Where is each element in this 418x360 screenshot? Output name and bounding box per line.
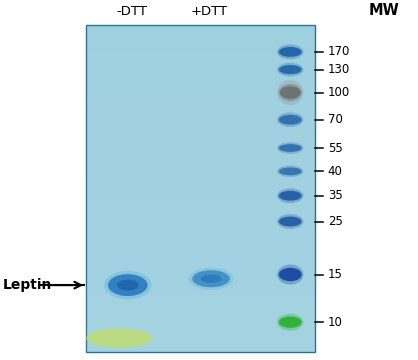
Bar: [86, 328, 315, 336]
Bar: [86, 213, 315, 221]
Bar: [86, 336, 315, 344]
Ellipse shape: [277, 265, 303, 284]
Bar: [86, 164, 315, 172]
Bar: [86, 197, 315, 205]
Bar: [86, 279, 315, 287]
Ellipse shape: [201, 275, 222, 283]
Text: 70: 70: [328, 113, 343, 126]
Ellipse shape: [279, 84, 302, 101]
Bar: [86, 287, 315, 295]
Ellipse shape: [277, 45, 303, 59]
Bar: [86, 156, 315, 164]
Text: 55: 55: [328, 141, 342, 154]
Ellipse shape: [277, 166, 303, 177]
Bar: [86, 189, 315, 197]
Bar: [86, 238, 315, 246]
Ellipse shape: [277, 314, 303, 331]
Bar: [86, 115, 315, 123]
Bar: [86, 221, 315, 230]
Text: 170: 170: [328, 45, 350, 58]
Bar: [86, 246, 315, 254]
Text: 35: 35: [328, 189, 342, 202]
Bar: [86, 132, 315, 140]
Bar: [86, 82, 315, 91]
Bar: [86, 26, 315, 33]
Ellipse shape: [277, 80, 303, 105]
Bar: [86, 66, 315, 75]
Text: 10: 10: [328, 316, 343, 329]
Bar: [86, 58, 315, 66]
Bar: [86, 172, 315, 181]
Bar: [86, 205, 315, 213]
Bar: [86, 344, 315, 352]
Text: 130: 130: [328, 63, 350, 76]
Ellipse shape: [279, 217, 302, 226]
Ellipse shape: [279, 47, 302, 57]
Bar: [86, 99, 315, 107]
Ellipse shape: [192, 270, 230, 287]
Bar: [86, 230, 315, 238]
Bar: [86, 91, 315, 99]
Bar: [86, 75, 315, 82]
Ellipse shape: [279, 316, 302, 328]
Ellipse shape: [279, 191, 302, 201]
Bar: [86, 148, 315, 156]
Ellipse shape: [104, 271, 151, 300]
Text: +DTT: +DTT: [191, 5, 227, 18]
Bar: [86, 42, 315, 50]
Ellipse shape: [189, 268, 234, 290]
Ellipse shape: [277, 188, 303, 203]
Bar: [86, 270, 315, 279]
Bar: [86, 123, 315, 132]
Ellipse shape: [279, 144, 302, 152]
Ellipse shape: [279, 115, 302, 125]
Text: 40: 40: [328, 165, 343, 178]
Ellipse shape: [117, 280, 139, 291]
Bar: [86, 26, 315, 352]
Ellipse shape: [277, 142, 303, 154]
Bar: [86, 140, 315, 148]
Bar: [86, 107, 315, 115]
Bar: [86, 254, 315, 262]
Bar: [86, 50, 315, 58]
Bar: [86, 295, 315, 303]
Text: 15: 15: [328, 268, 343, 281]
Text: 100: 100: [328, 86, 350, 99]
Ellipse shape: [108, 274, 148, 296]
Text: -DTT: -DTT: [117, 5, 148, 18]
Ellipse shape: [277, 214, 303, 229]
Ellipse shape: [86, 328, 153, 348]
Ellipse shape: [279, 268, 302, 281]
Text: Leptin: Leptin: [3, 278, 52, 292]
Bar: [86, 311, 315, 320]
Bar: [86, 33, 315, 42]
Ellipse shape: [279, 167, 302, 175]
Text: MW: MW: [369, 3, 399, 18]
Ellipse shape: [279, 65, 302, 74]
Bar: [86, 181, 315, 189]
Bar: [86, 262, 315, 270]
Bar: [86, 303, 315, 311]
Ellipse shape: [277, 112, 303, 127]
Ellipse shape: [277, 63, 303, 76]
Bar: [86, 320, 315, 328]
Text: 25: 25: [328, 215, 343, 228]
Ellipse shape: [280, 86, 301, 99]
